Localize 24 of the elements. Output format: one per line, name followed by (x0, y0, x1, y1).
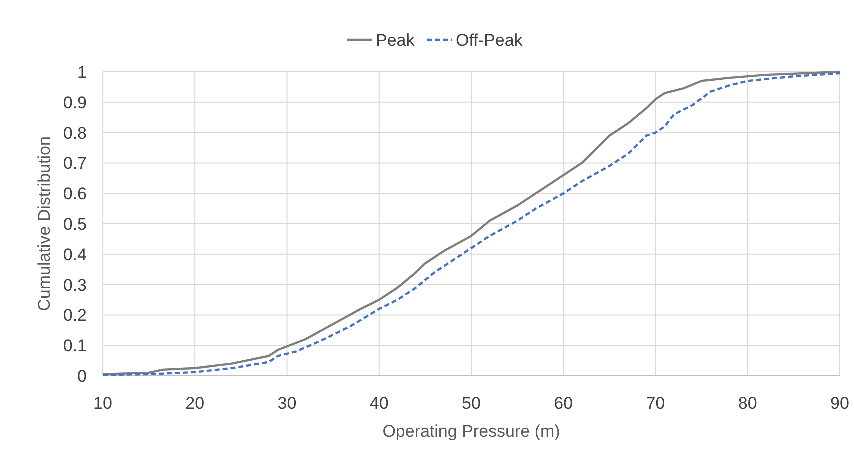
x-axis-title: Operating Pressure (m) (382, 422, 560, 441)
y-tick-label: 0.6 (63, 184, 87, 204)
y-tick-label: 0.1 (63, 336, 87, 356)
x-tick-label: 70 (646, 394, 666, 413)
legend-label: Peak (376, 30, 416, 50)
y-tick-label: 1 (78, 62, 87, 82)
x-tick-label: 30 (278, 394, 297, 413)
x-tick-label: 10 (94, 394, 112, 413)
x-tick-label: 60 (554, 394, 574, 413)
x-tick-label: 40 (370, 394, 389, 413)
x-tick-label: 80 (738, 394, 758, 413)
x-tick-label: 50 (462, 394, 481, 413)
y-tick-label: 0.2 (63, 306, 87, 326)
y-tick-label: 0 (78, 366, 87, 386)
legend-label: Off-Peak (456, 30, 524, 50)
y-tick-label: 0.4 (63, 245, 87, 264)
y-tick-label: 0.7 (63, 154, 87, 174)
x-tick-label: 90 (830, 394, 850, 413)
y-tick-label: 0.9 (63, 93, 87, 112)
y-axis-title: Cumulative Distribution (35, 136, 54, 312)
x-tick-label: 20 (186, 394, 205, 413)
y-tick-label: 0.3 (63, 276, 87, 295)
y-tick-label: 0.5 (63, 214, 87, 234)
y-tick-label: 0.8 (63, 124, 87, 143)
